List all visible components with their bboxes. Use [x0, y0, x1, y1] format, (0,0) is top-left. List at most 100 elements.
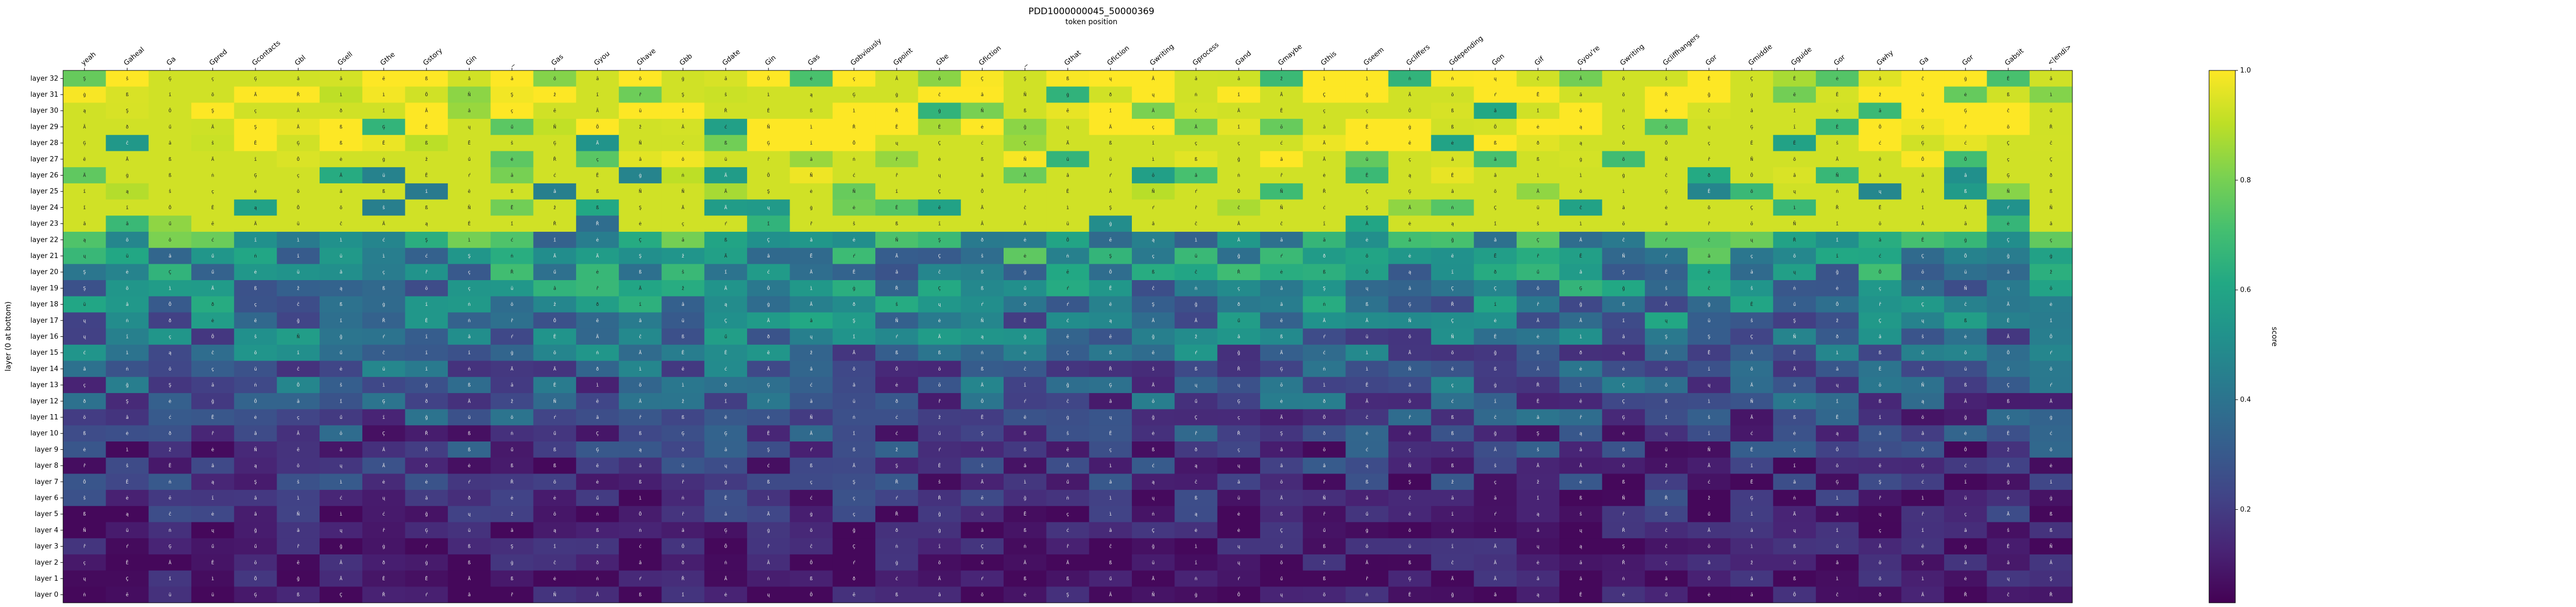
heatmap-cell — [1388, 151, 1432, 168]
heatmap-cell — [2029, 264, 2073, 281]
heatmap-cell-text: ē — [596, 318, 599, 324]
heatmap-cell — [1174, 102, 1218, 119]
heatmap-cell-text: ġ — [1066, 415, 1069, 420]
heatmap-cell-text: Ê — [211, 204, 214, 211]
heatmap-cell-text: ŕ — [2007, 205, 2010, 211]
heatmap-cell-text: ž — [1836, 318, 1838, 324]
heatmap-cell-text: ř — [1194, 205, 1198, 211]
heatmap-cell-text: ü — [382, 173, 385, 179]
heatmap-cell-text: Ê — [1878, 366, 1881, 372]
heatmap-cell — [832, 522, 876, 539]
heatmap-cell-text: ì — [767, 496, 770, 501]
y-tick-label: layer 15 — [30, 349, 58, 357]
heatmap-cell-text: ą — [1366, 464, 1368, 469]
heatmap-cell — [447, 377, 491, 394]
heatmap-cell-text: ŕ — [1323, 335, 1326, 340]
heatmap-cell-text: â — [468, 76, 471, 81]
heatmap-cell-text: ā — [639, 464, 641, 469]
heatmap-cell-text: ġ — [767, 302, 770, 307]
heatmap-cell — [1858, 231, 1902, 249]
heatmap-cell — [1345, 183, 1389, 200]
heatmap-cell-text: ŕ — [2050, 383, 2053, 388]
heatmap-cell-text: Ē — [468, 140, 471, 146]
heatmap-cell — [63, 135, 106, 151]
heatmap-cell-text: Ē — [1024, 318, 1026, 324]
heatmap-cell-text: ŝ — [853, 221, 855, 227]
heatmap-cell-text: ą — [1537, 593, 1539, 598]
heatmap-cell — [1174, 312, 1218, 329]
heatmap-cell-text: õ — [1537, 286, 1539, 291]
heatmap-cell — [277, 538, 320, 555]
heatmap-cell — [1260, 554, 1303, 571]
heatmap-cell-text: ī — [126, 205, 128, 211]
heatmap-cell — [490, 361, 534, 377]
heatmap-cell — [960, 215, 1004, 232]
heatmap-cell-text: ì — [126, 447, 128, 452]
heatmap-cell — [1388, 457, 1432, 474]
heatmap-cell-text: Ā — [596, 108, 599, 114]
heatmap-cell — [1944, 538, 1987, 555]
heatmap-cell-text: ė — [425, 480, 428, 485]
heatmap-cell — [1474, 183, 1517, 200]
heatmap-cell-text: Ē — [1109, 285, 1112, 291]
heatmap-cell-text: ð — [1921, 286, 1924, 291]
heatmap-cell — [405, 344, 448, 362]
heatmap-cell-text: Ō — [767, 173, 770, 179]
heatmap-cell-text: â — [1494, 173, 1496, 179]
heatmap-cell-text: ŕ — [1066, 302, 1069, 307]
heatmap-cell-text: Ģ — [1109, 383, 1112, 388]
heatmap-cell — [106, 151, 149, 168]
heatmap-cell — [1345, 377, 1389, 394]
heatmap-cell — [1688, 554, 1731, 571]
heatmap-cell-text: Ä — [1537, 366, 1540, 372]
heatmap-cell — [1260, 425, 1303, 442]
heatmap-cell-text: ė — [1708, 593, 1710, 598]
heatmap-cell — [875, 361, 918, 377]
heatmap-cell-text: ǐ — [724, 270, 727, 275]
heatmap-cell — [1089, 264, 1132, 281]
heatmap-cell — [1131, 393, 1175, 410]
heatmap-cell — [661, 554, 705, 571]
heatmap-cell-text: Ō — [1750, 173, 1753, 179]
heatmap-cell-text: ṅ — [1622, 577, 1624, 582]
heatmap-cell — [875, 328, 918, 345]
heatmap-cell-text: ġ — [382, 544, 385, 550]
heatmap-cell-text: Ş — [126, 109, 128, 114]
heatmap-cell — [148, 393, 192, 410]
heatmap-cell-text: ű — [1280, 577, 1283, 582]
heatmap-cell-text: Ē — [767, 431, 770, 437]
heatmap-cell — [1089, 409, 1132, 426]
heatmap-cell — [1217, 296, 1261, 313]
heatmap-cell-text: õ — [1366, 254, 1368, 259]
heatmap-cell — [1730, 135, 1774, 151]
heatmap-cell — [1174, 361, 1218, 377]
heatmap-cell — [405, 490, 448, 507]
heatmap-cell — [362, 506, 406, 523]
heatmap-cell — [106, 70, 149, 87]
heatmap-cell — [191, 361, 234, 377]
heatmap-cell — [533, 102, 577, 119]
heatmap-cell — [1773, 506, 1816, 523]
heatmap-cell-text: â — [1238, 335, 1240, 340]
heatmap-cell — [63, 554, 106, 571]
heatmap-cell-text: Ç — [938, 254, 941, 259]
heatmap-cell-text: ĉ — [1194, 270, 1197, 275]
heatmap-cell-text: ß — [2050, 189, 2053, 194]
heatmap-cell-text: Ģ — [1665, 189, 1668, 194]
heatmap-cell — [1559, 328, 1602, 345]
heatmap-cell — [1131, 102, 1175, 119]
heatmap-cell — [277, 425, 320, 442]
heatmap-cell-text: ç — [1109, 447, 1112, 452]
heatmap-cell — [1602, 344, 1645, 362]
heatmap-cell — [1004, 151, 1047, 168]
heatmap-cell — [533, 361, 577, 377]
heatmap-cell-text: Ģ — [254, 593, 257, 598]
heatmap-cell-text: Ş — [639, 254, 641, 259]
heatmap-cell — [1516, 522, 1560, 539]
heatmap-cell — [1089, 280, 1132, 297]
heatmap-cell-text: ġ — [1964, 544, 1967, 550]
heatmap-cell — [1644, 102, 1688, 119]
heatmap-cell-text: Ç — [1152, 528, 1154, 533]
heatmap-cell — [1987, 441, 2030, 458]
heatmap-cell-text: ē — [1066, 109, 1069, 114]
